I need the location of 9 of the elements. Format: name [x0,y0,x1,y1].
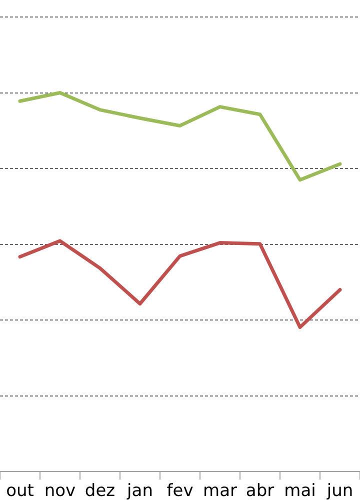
x-tick-label: jun [326,481,354,502]
x-tick-label: jan [126,481,153,502]
x-tick-label: mar [203,481,237,502]
x-tick-label: fev [166,481,194,502]
x-tick-label: mai [284,481,316,502]
x-tick-label: nov [44,481,76,502]
x-tick-label: dez [84,481,116,502]
x-tick-label: out [6,481,34,502]
x-tick-label: abr [246,481,274,502]
